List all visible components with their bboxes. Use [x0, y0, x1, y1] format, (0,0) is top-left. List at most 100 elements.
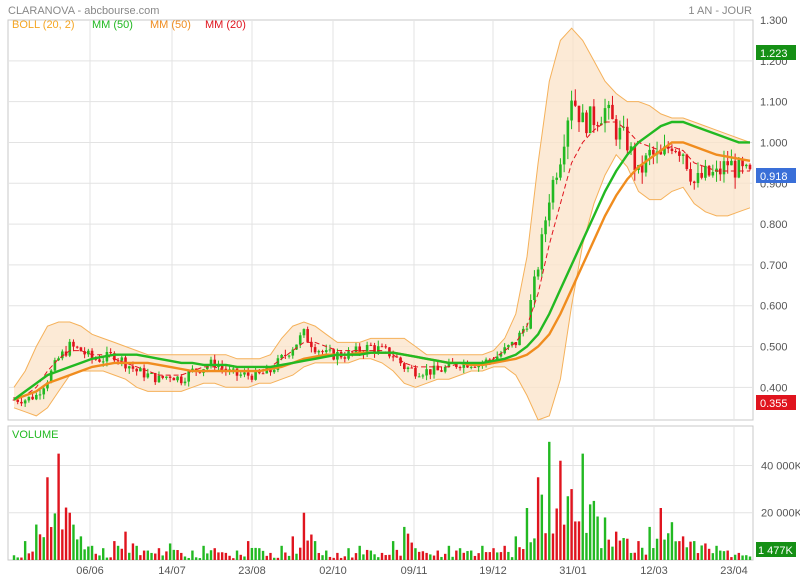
volume-bars [12, 441, 752, 560]
candle-body [488, 359, 492, 361]
candle-body [116, 360, 120, 362]
candle-body [384, 346, 388, 348]
candle-body [626, 126, 629, 151]
volume-bar [46, 477, 49, 560]
volume-bar [165, 551, 168, 560]
candle-body [380, 346, 384, 348]
y-tick-label: 0.400 [760, 382, 788, 394]
candle-body [217, 365, 220, 368]
volume-bar [98, 555, 101, 560]
candle-body [150, 373, 153, 375]
volume-bar [113, 541, 116, 560]
candle-body [49, 370, 53, 383]
volume-bar [514, 536, 518, 560]
volume-bar [202, 545, 205, 560]
volume-bar [343, 556, 347, 560]
candle-body [12, 399, 16, 401]
candle-body [35, 394, 38, 400]
volume-bar [384, 555, 387, 560]
volume-bar [313, 541, 317, 560]
candle-body [79, 347, 83, 352]
candle-body [499, 353, 503, 357]
volume-bar [35, 524, 38, 560]
price-y-axis: 1.3001.2001.1001.0000.9000.8000.7000.600… [760, 15, 788, 394]
volume-bar [432, 555, 436, 560]
candle-body [681, 154, 685, 156]
candle-body [75, 346, 79, 348]
candle-body [432, 365, 436, 375]
candle-body [607, 104, 611, 109]
volume-bar [670, 522, 674, 560]
volume-bar [622, 538, 625, 560]
volume-bar [16, 557, 19, 560]
candle-body [689, 169, 692, 182]
candle-body [674, 151, 677, 153]
x-tick-label: 19/12 [479, 565, 507, 577]
candle-body [581, 112, 585, 123]
x-tick-label: 12/03 [640, 565, 668, 577]
candle-body [142, 368, 146, 378]
volume-bar [663, 539, 666, 560]
candle-body [744, 164, 748, 167]
volume-bar [473, 555, 477, 560]
volume-bar [302, 512, 306, 560]
candle-body [139, 368, 142, 372]
volume-bar [128, 552, 131, 560]
candle-body [183, 381, 187, 384]
volume-bar [414, 548, 417, 560]
candle-body [209, 359, 213, 367]
volume-bar [209, 550, 213, 560]
volume-bar [406, 533, 410, 560]
volume-bar [477, 553, 480, 560]
volume-bar [510, 557, 514, 560]
candle-body [165, 376, 168, 378]
candle-body [573, 100, 577, 106]
volume-bar [399, 555, 402, 560]
volume-grid [8, 426, 753, 560]
volume-bar [124, 531, 127, 560]
candle-body [350, 351, 354, 353]
candle-body [618, 127, 622, 140]
candle-body [343, 357, 347, 359]
candle-body [261, 373, 265, 375]
candle-body [611, 104, 614, 120]
candle-body [562, 146, 566, 165]
x-tick-label: 09/11 [401, 565, 428, 577]
volume-bar [83, 549, 86, 560]
volume-bar [365, 549, 369, 560]
volume-bar [261, 550, 265, 560]
candle-body [570, 100, 573, 121]
volume-bar [395, 549, 399, 560]
volume-bar [388, 554, 391, 560]
candle-body [98, 359, 101, 362]
volume-bar [183, 556, 187, 560]
candle-body [64, 351, 68, 356]
volume-bar [246, 541, 250, 560]
candle-body [473, 366, 477, 368]
volume-bar [700, 545, 703, 560]
candle-body [555, 177, 559, 180]
candle-body [354, 346, 358, 353]
volume-bar [470, 550, 473, 560]
candle-body [172, 377, 176, 381]
volume-bar [269, 552, 272, 560]
volume-bar [109, 557, 112, 560]
volume-bar [429, 554, 432, 560]
volume-bar [336, 552, 339, 560]
volume-bar [373, 554, 376, 560]
volume-bar [443, 553, 447, 560]
volume-bar [57, 453, 60, 560]
volume-bar [447, 545, 451, 560]
x-tick-label: 14/07 [158, 565, 186, 577]
candle-body [153, 373, 157, 383]
candle-body [648, 149, 651, 156]
volume-bar [194, 557, 198, 560]
badge-volume-last: 1 477K [756, 542, 796, 557]
volume-bar [180, 552, 183, 560]
candle-body [722, 161, 726, 175]
candle-body [540, 234, 544, 270]
volume-bar [362, 554, 365, 560]
volume-bar [157, 548, 161, 560]
volume-bar [748, 556, 752, 560]
